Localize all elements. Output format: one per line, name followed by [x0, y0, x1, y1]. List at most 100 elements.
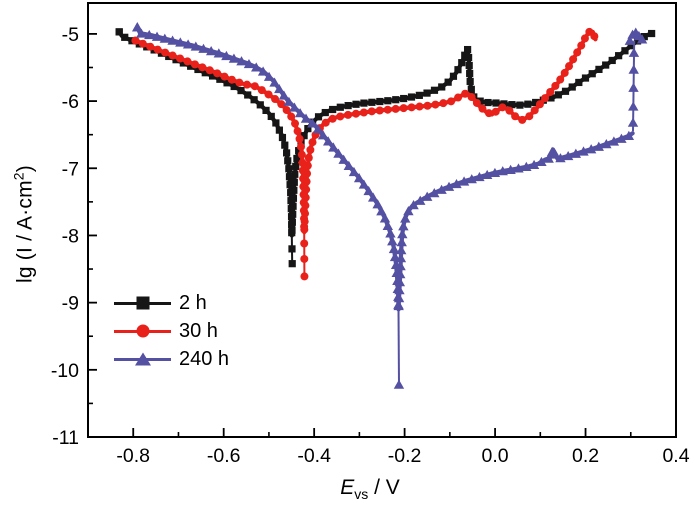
data-marker: [602, 61, 610, 69]
data-marker: [397, 229, 408, 239]
data-marker: [257, 86, 266, 95]
x-axis-symbol: E: [340, 475, 355, 499]
data-marker: [213, 69, 222, 78]
data-marker: [121, 33, 129, 41]
data-marker: [307, 118, 318, 128]
data-marker: [648, 29, 656, 38]
data-marker: [551, 81, 560, 90]
data-marker: [285, 173, 294, 181]
data-marker: [400, 94, 408, 103]
data-marker: [269, 77, 280, 87]
data-marker: [546, 88, 555, 97]
data-marker-sparse: [300, 254, 309, 263]
x-tick-label: 0.0: [482, 445, 509, 467]
legend-entry-30h: 30 h: [114, 317, 229, 345]
data-marker: [283, 149, 291, 157]
data-marker: [282, 106, 291, 115]
data-marker: [244, 91, 252, 99]
data-marker: [466, 69, 474, 78]
data-marker: [554, 91, 562, 99]
data-marker: [296, 142, 305, 151]
data-marker: [536, 156, 547, 167]
data-marker: [205, 66, 214, 75]
data-marker: [302, 185, 311, 194]
data-marker: [466, 174, 477, 184]
data-marker: [516, 101, 524, 109]
data-marker: [431, 100, 440, 109]
x-tick-label: -0.6: [207, 445, 241, 467]
data-marker: [580, 34, 589, 43]
data-marker: [375, 106, 384, 115]
data-marker: [302, 177, 311, 186]
legend: 2 h 30 h 240 h: [114, 289, 229, 373]
data-marker: [323, 136, 334, 146]
data-marker: [321, 108, 329, 117]
data-marker: [172, 56, 180, 64]
data-marker: [321, 118, 330, 127]
data-marker: [621, 47, 629, 55]
data-marker: [190, 60, 199, 69]
data-marker: [398, 221, 409, 231]
data-marker: [465, 61, 473, 70]
data-marker: [304, 153, 313, 162]
data-marker: [367, 192, 379, 202]
data-marker-sparse: [300, 239, 309, 248]
data-marker: [640, 33, 648, 41]
data-marker: [461, 51, 469, 59]
data-marker: [543, 153, 554, 163]
data-marker: [393, 300, 404, 311]
data-marker: [301, 193, 310, 202]
data-marker: [348, 166, 360, 177]
data-marker: [312, 124, 324, 134]
data-marker: [560, 68, 569, 77]
data-marker: [208, 72, 217, 80]
data-marker: [228, 53, 240, 63]
data-marker: [161, 48, 170, 57]
data-marker: [518, 115, 527, 124]
data-marker: [216, 75, 224, 83]
y-axis-title-sup: 2: [10, 172, 27, 181]
data-marker: [328, 114, 337, 123]
data-marker: [328, 142, 339, 152]
data-marker: [521, 161, 532, 171]
data-marker: [466, 77, 474, 86]
data-marker: [271, 95, 280, 104]
data-marker: [595, 65, 603, 73]
data-marker: [484, 98, 492, 107]
legend-label-30h: 30 h: [179, 320, 218, 342]
data-marker: [251, 62, 262, 72]
data-marker: [159, 33, 171, 43]
data-marker: [382, 220, 394, 230]
data-marker: [289, 202, 297, 210]
data-marker: [423, 101, 432, 110]
data-marker: [444, 78, 452, 86]
data-marker: [301, 209, 310, 218]
data-marker: [415, 91, 423, 99]
data-marker: [352, 100, 360, 108]
data-marker: [146, 42, 155, 51]
y-tick-label: -6: [62, 91, 79, 113]
data-marker: [353, 173, 365, 183]
data-marker-sparse: [288, 245, 296, 253]
data-marker: [525, 112, 534, 121]
data-marker: [608, 56, 616, 65]
data-marker: [167, 35, 178, 45]
data-marker: [250, 82, 259, 91]
x-axis-units: / V: [368, 475, 400, 499]
data-marker: [408, 200, 419, 210]
data-marker: [194, 65, 202, 74]
data-marker: [395, 269, 406, 279]
y-tick-label: -8: [62, 225, 79, 247]
data-marker: [508, 101, 516, 109]
data-marker: [132, 22, 143, 32]
data-marker: [399, 104, 408, 113]
data-marker: [336, 112, 345, 121]
plot-frame: [87, 2, 677, 438]
data-marker: [300, 217, 309, 226]
series-path-30h: [133, 29, 598, 235]
y-axis-title-post: ): [13, 165, 37, 173]
data-marker: [187, 62, 195, 70]
data-marker: [272, 119, 280, 127]
data-marker: [565, 62, 574, 71]
x-axis-subscript: vs: [354, 486, 369, 503]
